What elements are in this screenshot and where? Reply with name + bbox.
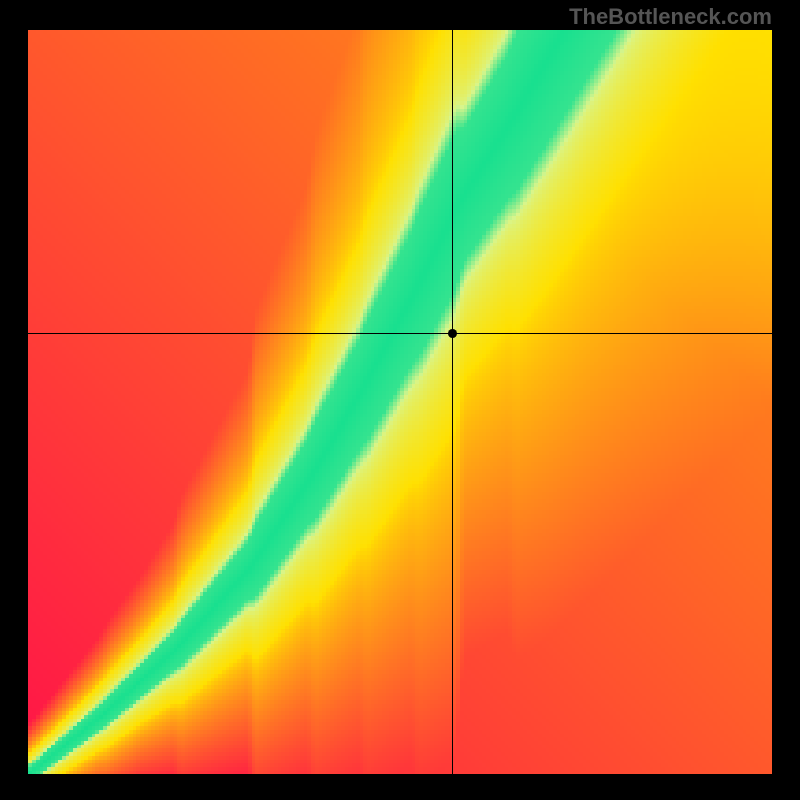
heatmap-canvas: [28, 30, 772, 774]
watermark-text: TheBottleneck.com: [569, 4, 772, 30]
chart-container: TheBottleneck.com: [0, 0, 800, 800]
